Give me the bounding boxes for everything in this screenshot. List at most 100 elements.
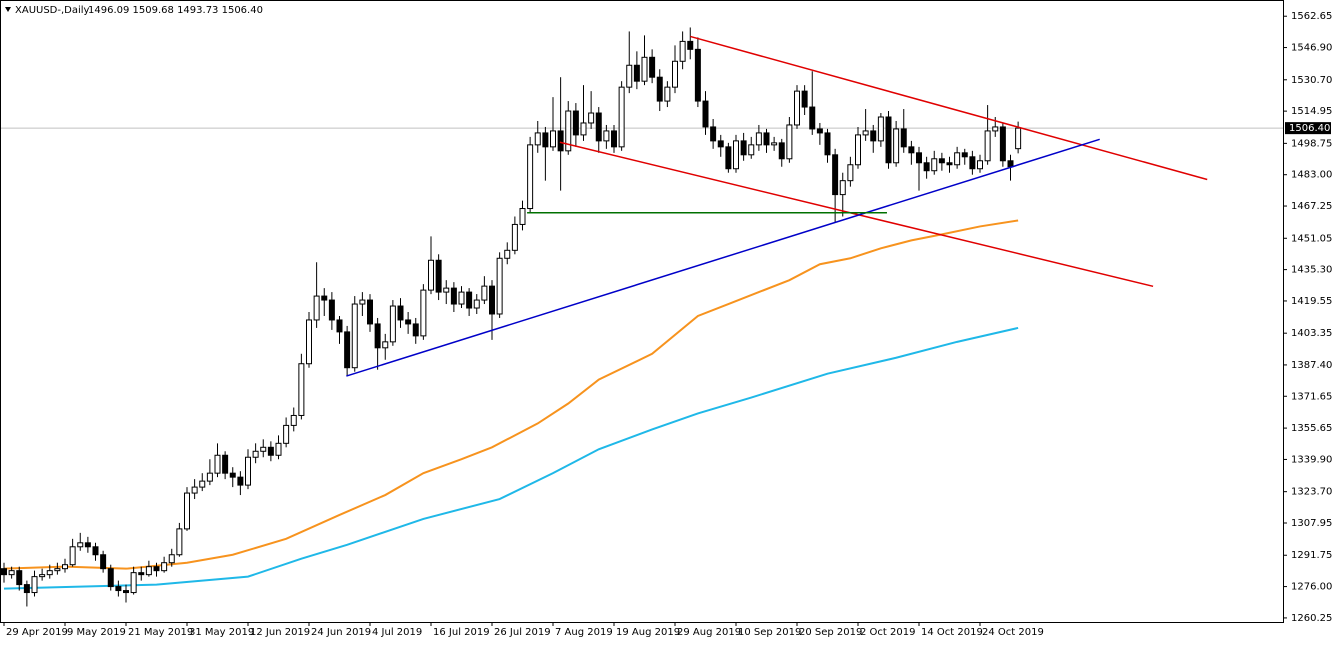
candle-body	[511, 223, 518, 251]
candle-body	[664, 86, 671, 102]
candle-body	[618, 86, 625, 148]
candle-body	[62, 564, 68, 570]
candle-body	[306, 319, 312, 365]
candle-body	[656, 76, 663, 102]
candle-body	[496, 257, 503, 315]
x-tick-label: 9 May 2019	[67, 627, 126, 638]
candle-body	[237, 476, 244, 486]
candle-body	[626, 64, 633, 88]
candle-body	[405, 319, 412, 325]
y-tick-label: 1483.00	[1291, 170, 1332, 181]
candle-body	[222, 454, 229, 474]
candle-body	[923, 162, 930, 172]
candle-body	[412, 323, 419, 337]
candle-body	[916, 152, 922, 164]
candle-body	[107, 568, 114, 588]
candle-body	[54, 568, 61, 572]
candle-body	[298, 363, 305, 416]
candle-body	[267, 446, 274, 456]
candle-body	[572, 110, 579, 136]
candle-body	[336, 319, 343, 333]
candle-body	[168, 554, 175, 564]
candle-body	[946, 162, 953, 166]
candle-body	[992, 126, 999, 132]
candle-body	[252, 450, 259, 458]
x-tick-label: 4 Jul 2019	[372, 627, 422, 638]
y-tick-label: 1435.30	[1291, 265, 1332, 276]
candle-body	[557, 130, 564, 152]
y-tick-label: 1291.75	[1291, 550, 1332, 561]
candle-body	[458, 291, 465, 305]
candle-body	[885, 116, 892, 164]
candle-body	[534, 132, 541, 146]
x-tick-label: 10 Sep 2019	[738, 627, 801, 638]
candle-body	[92, 546, 99, 556]
candle-body	[100, 554, 107, 570]
candle-body	[595, 112, 602, 142]
y-tick-label: 1419.55	[1291, 296, 1332, 307]
x-tick-label: 24 Oct 2019	[982, 627, 1044, 638]
candle-body	[39, 574, 46, 578]
x-tick-label: 14 Oct 2019	[921, 627, 983, 638]
candle-body	[862, 130, 869, 136]
candle-body	[954, 152, 961, 166]
x-tick-label: 21 May 2019	[128, 627, 193, 638]
candle-body	[938, 158, 945, 164]
candle-body	[999, 126, 1006, 162]
candle-body	[588, 112, 595, 124]
x-tick-label: 26 Jul 2019	[494, 627, 551, 638]
candle-body	[389, 305, 396, 343]
candle-body	[649, 56, 656, 78]
candle-body	[603, 130, 610, 142]
candle-body	[77, 542, 84, 548]
y-tick-label: 1530.70	[1291, 75, 1332, 86]
menu-icon[interactable]	[5, 7, 11, 12]
candle-body	[84, 542, 91, 548]
candle-body	[283, 424, 290, 444]
y-tick-label: 1371.65	[1291, 391, 1332, 402]
y-tick-label: 1546.90	[1291, 43, 1332, 54]
candle-body	[191, 486, 198, 494]
candle-body	[694, 48, 701, 102]
x-tick-label: 20 Sep 2019	[799, 627, 862, 638]
candle-body	[801, 90, 808, 108]
candle-body	[176, 528, 183, 556]
candle-body	[214, 454, 221, 474]
x-tick-label: 7 Aug 2019	[555, 627, 613, 638]
candle-body	[184, 492, 190, 530]
candle-body	[23, 584, 30, 594]
candle-body	[123, 590, 129, 594]
candle-body	[260, 446, 267, 452]
candle-body	[16, 570, 23, 586]
candle-body	[687, 40, 694, 50]
y-tick-label: 1498.75	[1291, 138, 1332, 149]
candle-body	[672, 60, 678, 88]
candle-body	[908, 146, 915, 154]
candle-body	[328, 299, 335, 321]
x-tick-label: 16 Jul 2019	[433, 627, 490, 638]
y-tick-label: 1387.40	[1291, 360, 1332, 371]
candle-body	[153, 566, 160, 572]
x-tick-label: 2 Oct 2019	[860, 627, 915, 638]
candle-body	[809, 106, 816, 130]
candle-body	[466, 291, 473, 309]
candle-body	[382, 341, 389, 349]
candle-body	[206, 472, 213, 482]
candle-body	[1, 568, 7, 576]
y-tick-label: 1339.90	[1291, 454, 1332, 465]
trend-line	[559, 141, 1154, 288]
candle-body	[359, 299, 366, 305]
candle-body	[550, 130, 556, 148]
candle-body	[1007, 160, 1014, 168]
last-price-tag	[1285, 122, 1331, 135]
candle-body	[633, 64, 640, 82]
y-tick-label: 1323.70	[1291, 487, 1332, 498]
candle-body	[778, 142, 785, 160]
y-tick-label: 1260.25	[1291, 613, 1332, 624]
candle-body	[313, 295, 320, 321]
candle-body	[473, 299, 480, 309]
candle-body	[870, 130, 877, 142]
candle-body	[839, 180, 846, 196]
candle-body	[8, 570, 15, 576]
